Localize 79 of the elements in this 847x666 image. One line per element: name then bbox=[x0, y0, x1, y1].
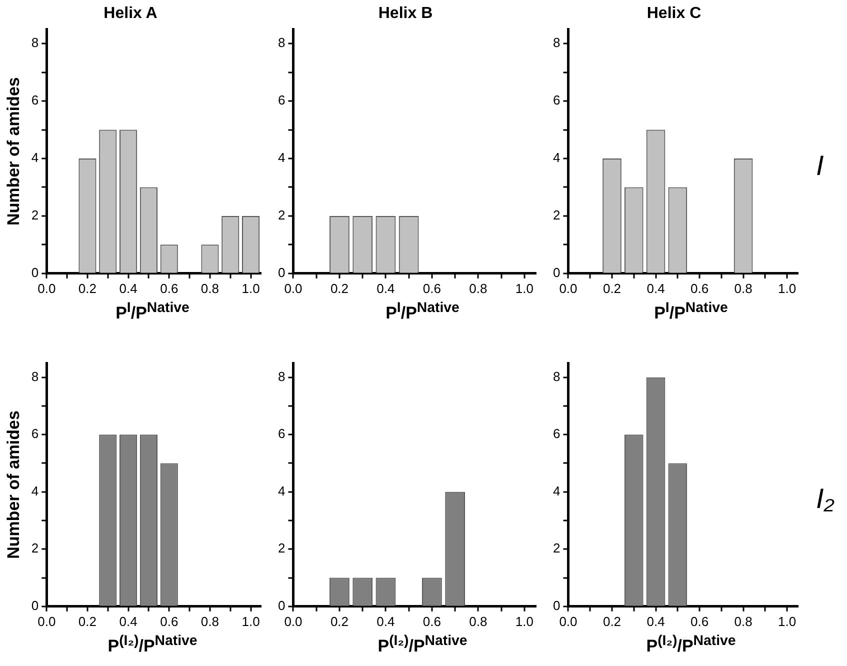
x-axis-title: P$^{I}$/P$^{Native}$ bbox=[653, 300, 729, 324]
x-tick-label: 1.0 bbox=[515, 280, 534, 296]
x-tick-label: 0.4 bbox=[119, 280, 138, 296]
x-tick-label: 0.2 bbox=[78, 280, 96, 296]
x-tick-label: 0.4 bbox=[376, 280, 395, 296]
x-tick-label: 0.8 bbox=[469, 280, 488, 296]
y-tick-label: 0 bbox=[552, 598, 560, 613]
x-tick-label: 0.4 bbox=[376, 614, 395, 629]
x-tick-label: 0.0 bbox=[38, 614, 56, 629]
x-tick-label: 0.0 bbox=[38, 280, 56, 296]
x-tick-label: 0.8 bbox=[734, 280, 752, 296]
y-tick-label: 4 bbox=[278, 483, 286, 498]
x-tick-label: 1.0 bbox=[242, 614, 260, 629]
x-tick-label: 0.6 bbox=[160, 280, 178, 296]
y-axis-title: Number of amides bbox=[4, 77, 23, 226]
x-axis-title: P$^{(I₂)}$/P$^{Native}$ bbox=[645, 633, 737, 657]
x-tick-label: 0.8 bbox=[469, 614, 488, 629]
x-tick-label: 1.0 bbox=[778, 614, 796, 629]
x-axis-title: P$^{I}$/P$^{Native}$ bbox=[114, 300, 190, 324]
x-tick-label: 0.8 bbox=[200, 280, 219, 296]
x-tick-label: 0.6 bbox=[690, 614, 709, 629]
chart-title: Helix A bbox=[104, 5, 158, 22]
y-tick-label: 8 bbox=[552, 35, 560, 50]
y-tick-label: 2 bbox=[552, 208, 560, 223]
x-tick-label: 0.2 bbox=[602, 280, 622, 296]
y-tick-label: 8 bbox=[278, 35, 286, 50]
x-tick-label: 0.0 bbox=[284, 614, 302, 629]
y-tick-label: 8 bbox=[31, 35, 39, 50]
y-tick-label: 4 bbox=[278, 150, 286, 166]
y-tick-label: 2 bbox=[31, 208, 39, 223]
y-tick-label: 6 bbox=[31, 426, 39, 442]
x-tick-label: 0.2 bbox=[78, 614, 96, 629]
x-tick-label: 0.4 bbox=[119, 614, 138, 629]
x-axis-title: P$^{(I₂)}$/P$^{Native}$ bbox=[376, 633, 468, 657]
text: I₂ bbox=[816, 483, 834, 515]
x-axis-title: P$^{(I₂)}$/P$^{Native}$ bbox=[106, 633, 198, 657]
x-tick-label: 0.6 bbox=[422, 280, 441, 296]
y-tick-label: 4 bbox=[552, 483, 560, 498]
y-tick-label: 8 bbox=[552, 368, 560, 384]
y-tick-label: 4 bbox=[31, 483, 39, 498]
x-tick-label: 1.0 bbox=[515, 614, 534, 629]
y-tick-label: 6 bbox=[552, 426, 560, 442]
y-tick-label: 0 bbox=[278, 598, 286, 613]
x-tick-label: 1.0 bbox=[242, 280, 260, 296]
x-tick-label: 1.0 bbox=[778, 280, 796, 296]
x-tick-label: 0.2 bbox=[330, 614, 349, 629]
y-tick-label: 2 bbox=[552, 540, 560, 556]
y-tick-label: 0 bbox=[31, 264, 39, 280]
y-tick-label: 4 bbox=[31, 150, 39, 166]
y-tick-label: 6 bbox=[31, 92, 39, 108]
chart-title: Helix C bbox=[646, 5, 702, 22]
y-tick-label: 0 bbox=[552, 264, 560, 280]
x-tick-label: 0.8 bbox=[200, 614, 219, 629]
x-tick-label: 0.0 bbox=[559, 614, 578, 629]
y-tick-label: 6 bbox=[552, 92, 560, 108]
y-tick-label: 8 bbox=[31, 368, 39, 384]
x-axis-title: P$^{I}$/P$^{Native}$ bbox=[384, 300, 460, 324]
x-tick-label: 0.6 bbox=[160, 614, 178, 629]
x-tick-label: 0.4 bbox=[646, 614, 665, 629]
x-tick-label: 0.4 bbox=[646, 280, 665, 296]
x-tick-label: 0.0 bbox=[559, 280, 578, 296]
y-tick-label: 2 bbox=[278, 540, 286, 556]
y-tick-label: 6 bbox=[278, 426, 286, 442]
x-tick-label: 0.2 bbox=[330, 280, 349, 296]
y-tick-label: 8 bbox=[278, 368, 286, 384]
y-axis-title: Number of amides bbox=[4, 410, 23, 559]
y-tick-label: 2 bbox=[278, 208, 286, 223]
x-tick-label: 0.6 bbox=[422, 614, 441, 629]
text: I bbox=[816, 150, 824, 182]
chart-title: Helix B bbox=[378, 5, 433, 22]
x-tick-label: 0.0 bbox=[284, 280, 302, 296]
x-tick-label: 0.6 bbox=[690, 280, 709, 296]
y-tick-label: 4 bbox=[552, 150, 560, 166]
x-tick-label: 0.8 bbox=[734, 614, 752, 629]
y-tick-label: 6 bbox=[278, 92, 286, 108]
x-tick-label: 0.2 bbox=[602, 614, 622, 629]
y-tick-label: 0 bbox=[31, 598, 39, 613]
y-tick-label: 2 bbox=[31, 540, 39, 556]
y-tick-label: 0 bbox=[278, 264, 286, 280]
